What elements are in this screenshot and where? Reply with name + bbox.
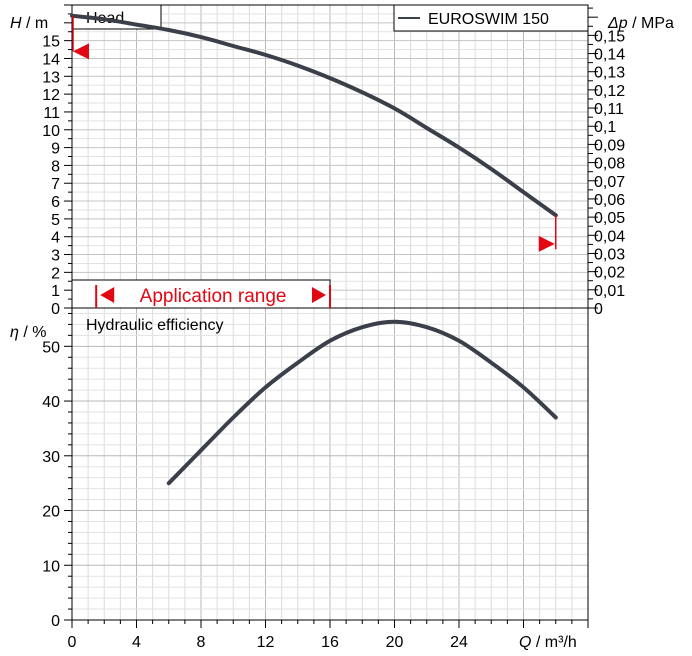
legend-box <box>393 4 589 32</box>
x-tick-label: 0 <box>68 634 77 651</box>
y2-tick-label: 0,07 <box>594 174 625 191</box>
y2-tick-label: 0,01 <box>594 283 625 300</box>
y2-tick-label: 0,08 <box>594 156 625 173</box>
x-tick-label: 12 <box>257 634 275 651</box>
x-axis-unit: m³/h <box>545 634 577 651</box>
x-tick-label: 24 <box>450 634 468 651</box>
y-axis-var: H <box>10 15 22 32</box>
head-grid <box>71 4 589 309</box>
left-marker <box>73 43 89 60</box>
y-tick-label: 4 <box>51 230 60 247</box>
head-curve <box>70 13 558 218</box>
y2-tick-label: 0,09 <box>594 137 625 154</box>
application-range-label: Application range <box>140 286 287 307</box>
efficiency-curve <box>166 319 558 486</box>
y2-axis-unit: MPa <box>641 15 674 32</box>
application-range: Application range <box>95 285 331 308</box>
y-axis-sep: / <box>22 15 35 32</box>
y2-tick-label: 0,14 <box>594 47 625 64</box>
operating-markers <box>72 15 557 252</box>
y2-tick-label: 0 <box>594 301 603 318</box>
eff-tick-label: 0 <box>51 613 60 630</box>
x-tick-label: 20 <box>386 634 404 651</box>
y2-tick-label: 0,02 <box>594 265 625 282</box>
y-tick-label: 11 <box>43 105 60 122</box>
y-tick-label: 15 <box>42 34 60 51</box>
eff-tick-label: 20 <box>42 504 60 521</box>
y-tick-label: 9 <box>51 141 60 158</box>
eff-axis-sep: / <box>19 324 32 341</box>
y2-tick-label: 0,12 <box>594 83 625 100</box>
axes-ticks <box>64 4 598 628</box>
eff-tick-label: 40 <box>42 394 60 411</box>
y2-tick-label: 0,05 <box>594 210 625 227</box>
y-tick-label: 3 <box>51 248 60 265</box>
y2-tick-label: 0,06 <box>594 192 625 209</box>
y-tick-label: 14 <box>42 51 60 68</box>
eff-axis-unit: % <box>32 324 46 341</box>
y2-axis-label: Δp / MPa <box>607 15 674 32</box>
eff-tick-label: 50 <box>42 339 60 356</box>
y-tick-label: 7 <box>51 176 60 193</box>
efficiency-title: Hydraulic efficiency <box>86 317 224 334</box>
y-tick-label: 10 <box>42 123 60 140</box>
y-tick-label: 12 <box>42 87 60 104</box>
eff-axis-label: η / % <box>10 324 46 341</box>
x-axis-var: Q <box>519 634 531 651</box>
y-tick-label: 8 <box>51 158 60 175</box>
range-arrow-right <box>312 287 326 303</box>
x-tick-label: 8 <box>197 634 206 651</box>
y-tick-label: 13 <box>42 69 60 86</box>
y2-tick-label: 0,03 <box>594 246 625 263</box>
x-axis-label: Q / m³/h <box>519 634 577 651</box>
range-arrow-left <box>100 287 115 303</box>
y2-tick-label: 0,1 <box>594 119 616 136</box>
y2-tick-label: 0,04 <box>594 228 625 245</box>
y-axis-unit: m <box>35 15 48 32</box>
legend-label: EUROSWIM 150 <box>428 11 549 28</box>
y2-tick-label: 0,11 <box>594 101 624 118</box>
right-marker <box>538 235 555 252</box>
y-tick-label: 5 <box>51 212 60 229</box>
tick-labels: 012345678910111213141500,010,020,030,040… <box>42 28 625 651</box>
y-tick-label: 1 <box>51 283 60 300</box>
x-axis-sep: / <box>531 634 544 651</box>
y-tick-label: 6 <box>51 194 60 211</box>
y-tick-label: 2 <box>51 265 60 282</box>
y2-axis-var: Δp <box>607 15 628 32</box>
x-tick-label: 4 <box>132 634 141 651</box>
application-range-box <box>71 279 331 309</box>
x-tick-label: 16 <box>321 634 339 651</box>
y-axis-label: H / m <box>10 15 48 32</box>
y2-axis-sep: / <box>628 15 641 32</box>
eff-axis-var: η <box>10 324 19 341</box>
efficiency-grid <box>71 308 589 621</box>
y-tick-label: 0 <box>51 301 60 318</box>
y2-tick-label: 0,15 <box>594 28 625 45</box>
y2-tick-label: 0,13 <box>594 65 625 82</box>
eff-tick-label: 30 <box>42 449 60 466</box>
eff-tick-label: 10 <box>42 558 60 575</box>
